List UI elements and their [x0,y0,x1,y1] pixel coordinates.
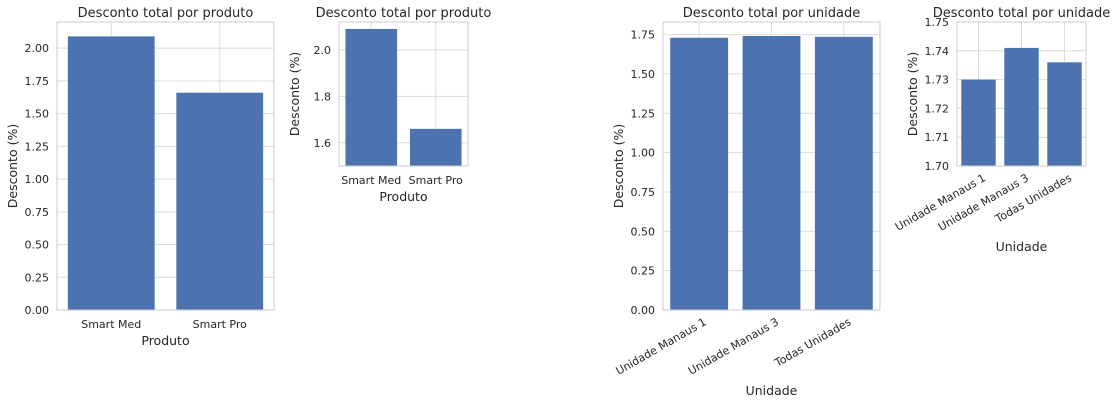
x-axis-label: Unidade [746,383,798,398]
y-tick-label: 1.70 [925,160,950,173]
y-tick-label: 1.25 [25,140,50,153]
y-tick-label: 1.50 [25,108,50,121]
y-tick-label: 0.00 [25,304,50,317]
y-tick-label: 1.25 [631,107,656,120]
y-tick-label: 1.6 [314,137,332,150]
y-tick-label: 0.00 [631,304,656,317]
chart-title: Desconto total por produto [316,6,492,21]
y-tick-label: 1.71 [925,131,950,144]
y-axis-label: Desconto (%) [287,52,302,136]
bar-smart-pro [409,128,462,166]
x-axis-label: Produto [379,189,427,204]
y-tick-label: 0.25 [25,271,50,284]
y-tick-label: 1.74 [925,45,950,58]
bar-smart-pro [176,92,264,310]
y-tick-label: 2.0 [314,44,332,57]
y-tick-label: 1.00 [25,173,50,186]
y-axis-label: Desconto (%) [5,124,20,208]
plot-frame [956,21,1087,167]
chart-title: Desconto total por unidade [683,6,860,21]
y-tick-label: 1.00 [631,147,656,160]
chart-panel-2: 1.6 1.8 2.0 Smart Med Smart Pro Desconto tota… [287,6,491,204]
y-axis-label: Desconto (%) [611,124,626,208]
x-tick-label: Smart Med [341,174,401,187]
y-tick-label: 1.72 [925,102,950,115]
y-tick-label: 1.75 [25,75,50,88]
x-tick-label: Todas Unidades [992,171,1074,226]
plot-frame [662,21,881,311]
bar-unidade-manaus-3 [1004,47,1039,166]
chart-title: Desconto total por unidade [933,6,1110,21]
y-tick-label: 0.75 [25,206,50,219]
y-tick-label: 2.00 [25,42,50,55]
y-tick-label: 1.8 [314,90,332,103]
x-tick-label: Smart Med [81,318,141,331]
bar-unidade-manaus-1 [670,37,729,311]
chart-panel-1: 0.00 0.25 0.50 0.75 1.00 1.25 1.50 1.75 2.00 Smar… [5,6,275,348]
y-tick-label: 1.73 [925,74,950,87]
x-tick-label: Todas Unidades [772,315,854,370]
chart-panel-3: 0.000.250.500.751.001.251.501.75Unidade … [611,6,881,398]
y-tick-label: 0.50 [25,239,50,252]
chart-title: Desconto total por produto [78,6,254,21]
y-tick-label: 0.75 [631,186,656,199]
bar-unidade-manaus-3 [742,36,801,310]
y-tick-label: 1.50 [631,68,656,81]
y-tick-label: 0.50 [631,225,656,238]
x-axis-label: Produto [141,333,189,348]
x-tick-label: Smart Pro [409,174,463,187]
plot-frame [338,21,469,167]
y-axis-label: Desconto (%) [905,52,920,136]
y-tick-label: 1.75 [925,16,950,29]
plot-frame [56,21,275,311]
bar-unidade-manaus-1 [961,79,996,166]
y-tick-label: 1.75 [631,29,656,42]
bar-todas-unidades [814,36,873,310]
x-axis-label: Unidade [996,239,1048,254]
bar-todas-unidades [1047,62,1082,166]
x-tick-label: Smart Pro [193,318,247,331]
y-tick-label: 0.25 [631,265,656,278]
bar-smart-med [345,28,398,166]
bar-smart-med [67,36,155,311]
